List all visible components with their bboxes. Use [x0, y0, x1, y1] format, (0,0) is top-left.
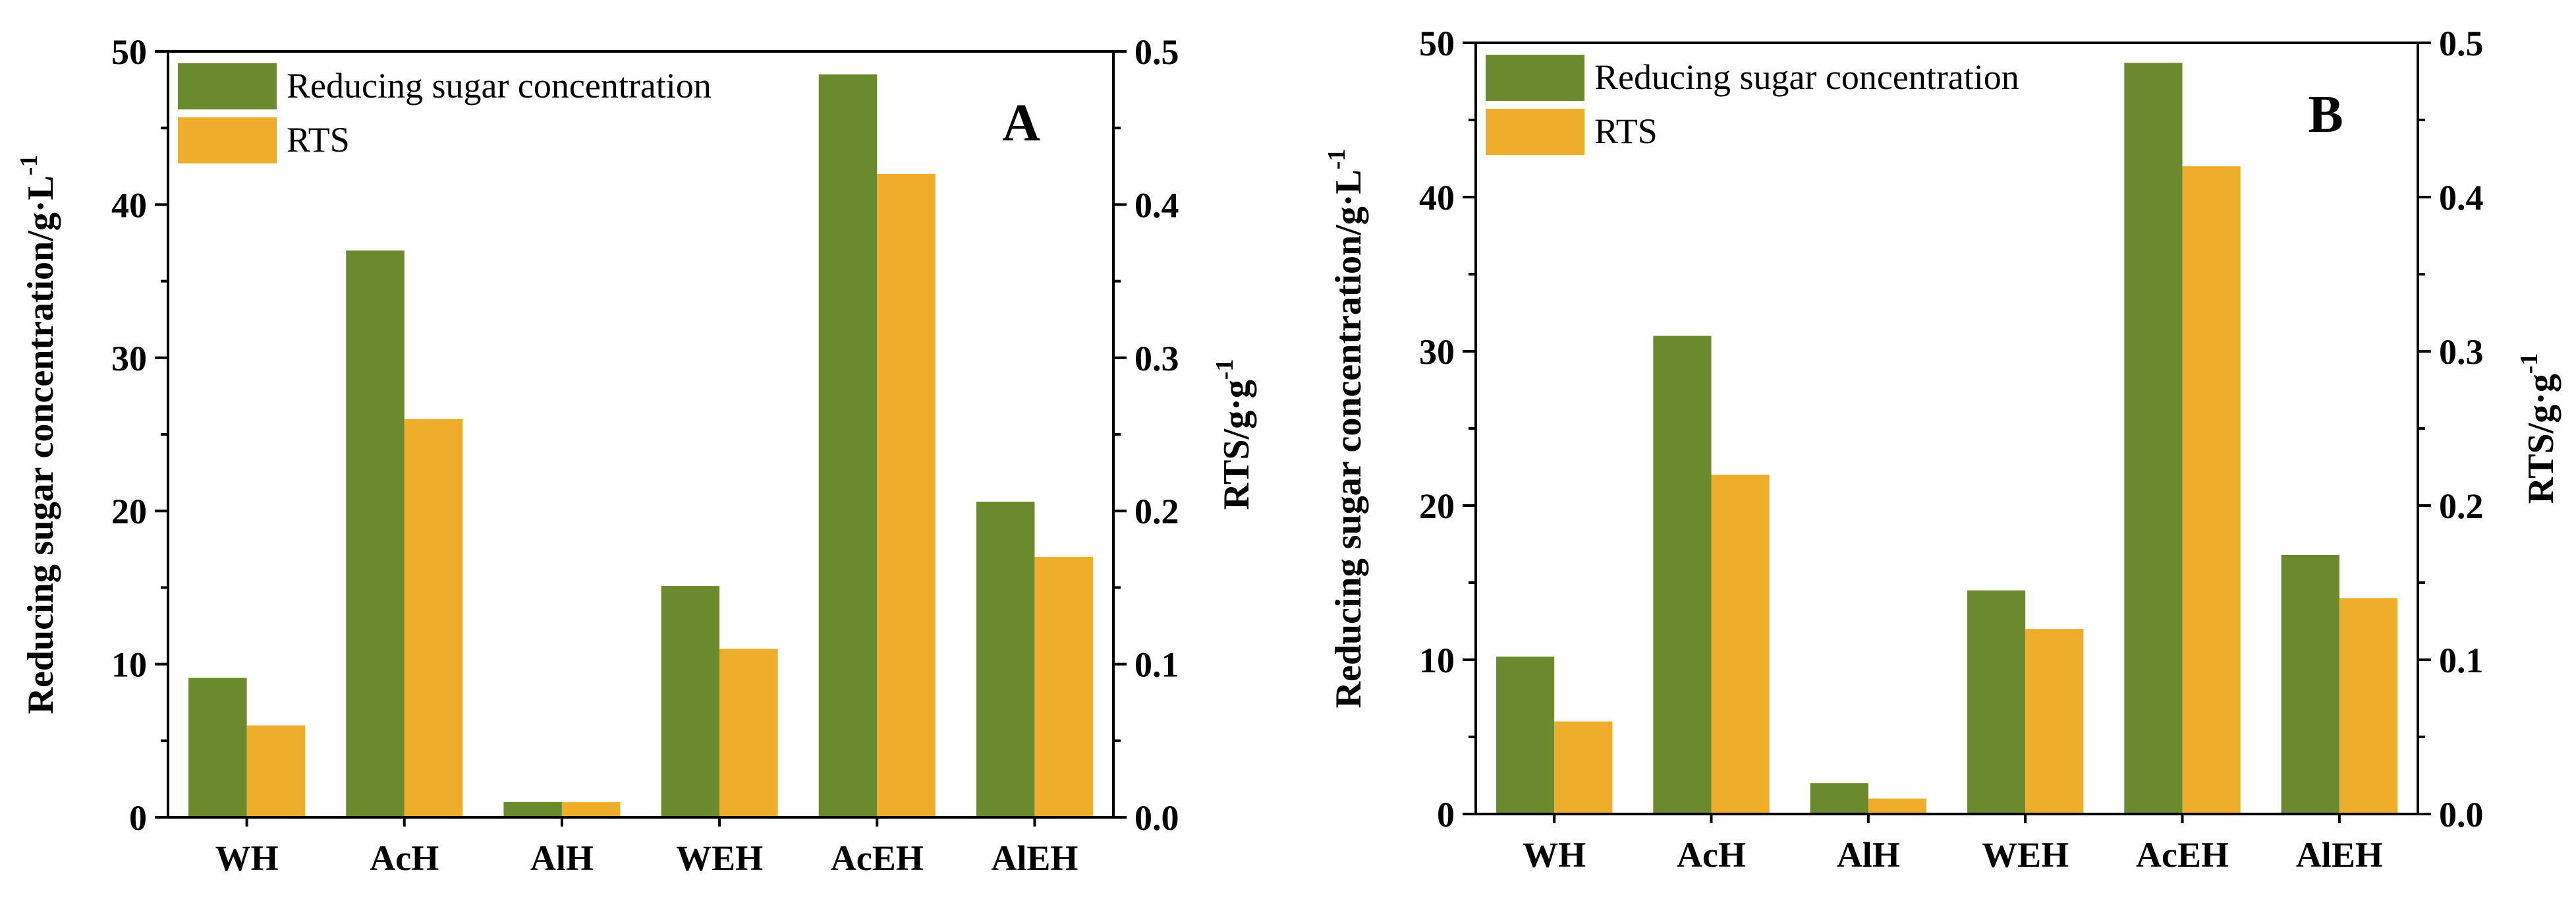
x-tick-label: AcEH: [2136, 835, 2229, 875]
legend-swatch-sugar: [178, 63, 277, 109]
y-tick-label: 0: [129, 798, 147, 838]
x-tick-label: AlEH: [991, 838, 1078, 878]
y2-tick-label: 0.1: [1134, 645, 1179, 685]
bar-sugar-alh: [1810, 783, 1868, 814]
x-tick-label: AcH: [370, 838, 439, 878]
bar-sugar-aceh: [2124, 63, 2183, 814]
x-tick-label: AcEH: [831, 838, 924, 878]
bar-sugar-ach: [1653, 335, 1712, 815]
legend-label-sugar: Reducing sugar concentration: [287, 66, 712, 105]
bar-sugar-weh: [1967, 590, 2026, 814]
legend-label-rts: RTS: [287, 120, 350, 160]
y2-axis-title-superscript: -1: [2515, 353, 2543, 374]
legend-swatch-rts: [178, 117, 277, 163]
bar-rts-alh: [1868, 798, 1927, 814]
y2-tick-label: 0.2: [2439, 486, 2484, 526]
bar-sugar-aceh: [818, 74, 878, 818]
bar-sugar-wh: [1496, 656, 1555, 814]
y-axis-title: Reducing sugar concentration/g·L-1: [1323, 149, 1369, 709]
y2-tick-label: 0.5: [1134, 32, 1179, 72]
panel-letter: B: [2308, 86, 2343, 144]
legend: Reducing sugar concentration RTS: [1486, 55, 2019, 155]
y2-axis-title: RTS/g·g-1: [2515, 353, 2562, 504]
y2-tick-label: 0.0: [1134, 798, 1179, 838]
y-tick-label: 0: [1437, 795, 1455, 834]
panel-b: WH AcH AlH WEH AcEH AlEH 0 10 20 30 40 50 0.0 0.1 0.2 0…: [1323, 24, 2562, 875]
y-tick-label: 50: [1419, 24, 1455, 63]
y-tick-label: 40: [111, 185, 147, 225]
x-tick-label: WH: [1523, 835, 1586, 875]
bar-sugar-aleh: [976, 502, 1035, 817]
y2-tick-label: 0.4: [1134, 185, 1179, 225]
legend: Reducing sugar concentration RTS: [178, 63, 712, 163]
y-tick-label: 30: [1419, 332, 1455, 372]
bar-rts-aceh: [2182, 166, 2241, 814]
x-tick-label: AcH: [1677, 835, 1746, 875]
bar-sugar-aleh: [2281, 554, 2339, 814]
y-axis-title-superscript: -1: [15, 155, 43, 176]
y-axis-title: Reducing sugar concentration/g·L-1: [15, 155, 61, 714]
y2-tick-label: 0.3: [1134, 339, 1179, 378]
bar-rts-weh: [2025, 629, 2084, 814]
bar-rts-wh: [1554, 721, 1613, 814]
y-axis-title-text: Reducing sugar concentration/g·L: [20, 175, 61, 714]
bar-rts-wh: [246, 725, 306, 817]
legend-label-rts: RTS: [1594, 111, 1658, 151]
x-tick-label: AlH: [530, 838, 594, 878]
panel-letter: A: [1002, 94, 1040, 152]
legend-swatch-sugar: [1486, 55, 1584, 101]
y-tick-label: 20: [1419, 486, 1455, 526]
x-tick-label: AlH: [1837, 835, 1900, 875]
bar-sugar-weh: [661, 586, 720, 817]
bar-rts-alh: [561, 801, 621, 817]
y2-axis-title-text: RTS/g·g: [2521, 374, 2562, 504]
x-tick-label: WEH: [1982, 835, 2069, 875]
y-axis-title-text: Reducing sugar concentration/g·L: [1328, 169, 1369, 708]
y-tick-label: 10: [1419, 641, 1455, 680]
y-tick-label: 50: [111, 32, 147, 72]
bar-sugar-alh: [503, 801, 562, 817]
y-tick-label: 30: [111, 339, 147, 378]
y2-tick-label: 0.2: [1134, 492, 1179, 531]
bar-rts-aleh: [2339, 598, 2398, 814]
y2-tick-label: 0.0: [2439, 795, 2484, 834]
y2-tick-label: 0.4: [2439, 178, 2484, 218]
y-tick-label: 10: [111, 645, 147, 685]
bar-rts-ach: [1711, 475, 1770, 814]
legend-swatch-rts: [1486, 109, 1584, 155]
x-tick-label: WEH: [676, 838, 763, 878]
x-tick-label: AlEH: [2296, 835, 2383, 875]
y2-axis-title-text: RTS/g·g: [1216, 380, 1257, 510]
y-tick-label: 40: [1419, 178, 1455, 218]
bar-rts-aleh: [1034, 556, 1093, 817]
bar-sugar-wh: [188, 678, 247, 817]
y2-axis-title-superscript: -1: [1211, 359, 1239, 380]
y2-tick-label: 0.1: [2439, 641, 2484, 680]
bar-rts-ach: [404, 419, 463, 817]
panel-a: WH AcH AlH WEH AcEH AlEH 0 10 20 30 40 50 0.0 0.1 0.2 0…: [15, 32, 1257, 878]
y2-tick-label: 0.5: [2439, 24, 2484, 63]
plot-frame: [167, 50, 1115, 819]
y-tick-label: 20: [111, 492, 147, 531]
y2-axis-title: RTS/g·g-1: [1211, 359, 1257, 510]
y2-tick-label: 0.3: [2439, 332, 2484, 372]
bar-sugar-ach: [346, 250, 405, 817]
legend-label-sugar: Reducing sugar concentration: [1594, 57, 2019, 97]
x-tick-label: WH: [215, 838, 279, 878]
bar-rts-weh: [719, 649, 778, 817]
bar-rts-aceh: [877, 173, 936, 817]
plot-frame: [1474, 42, 2419, 815]
y-axis-title-superscript: -1: [1323, 149, 1351, 170]
